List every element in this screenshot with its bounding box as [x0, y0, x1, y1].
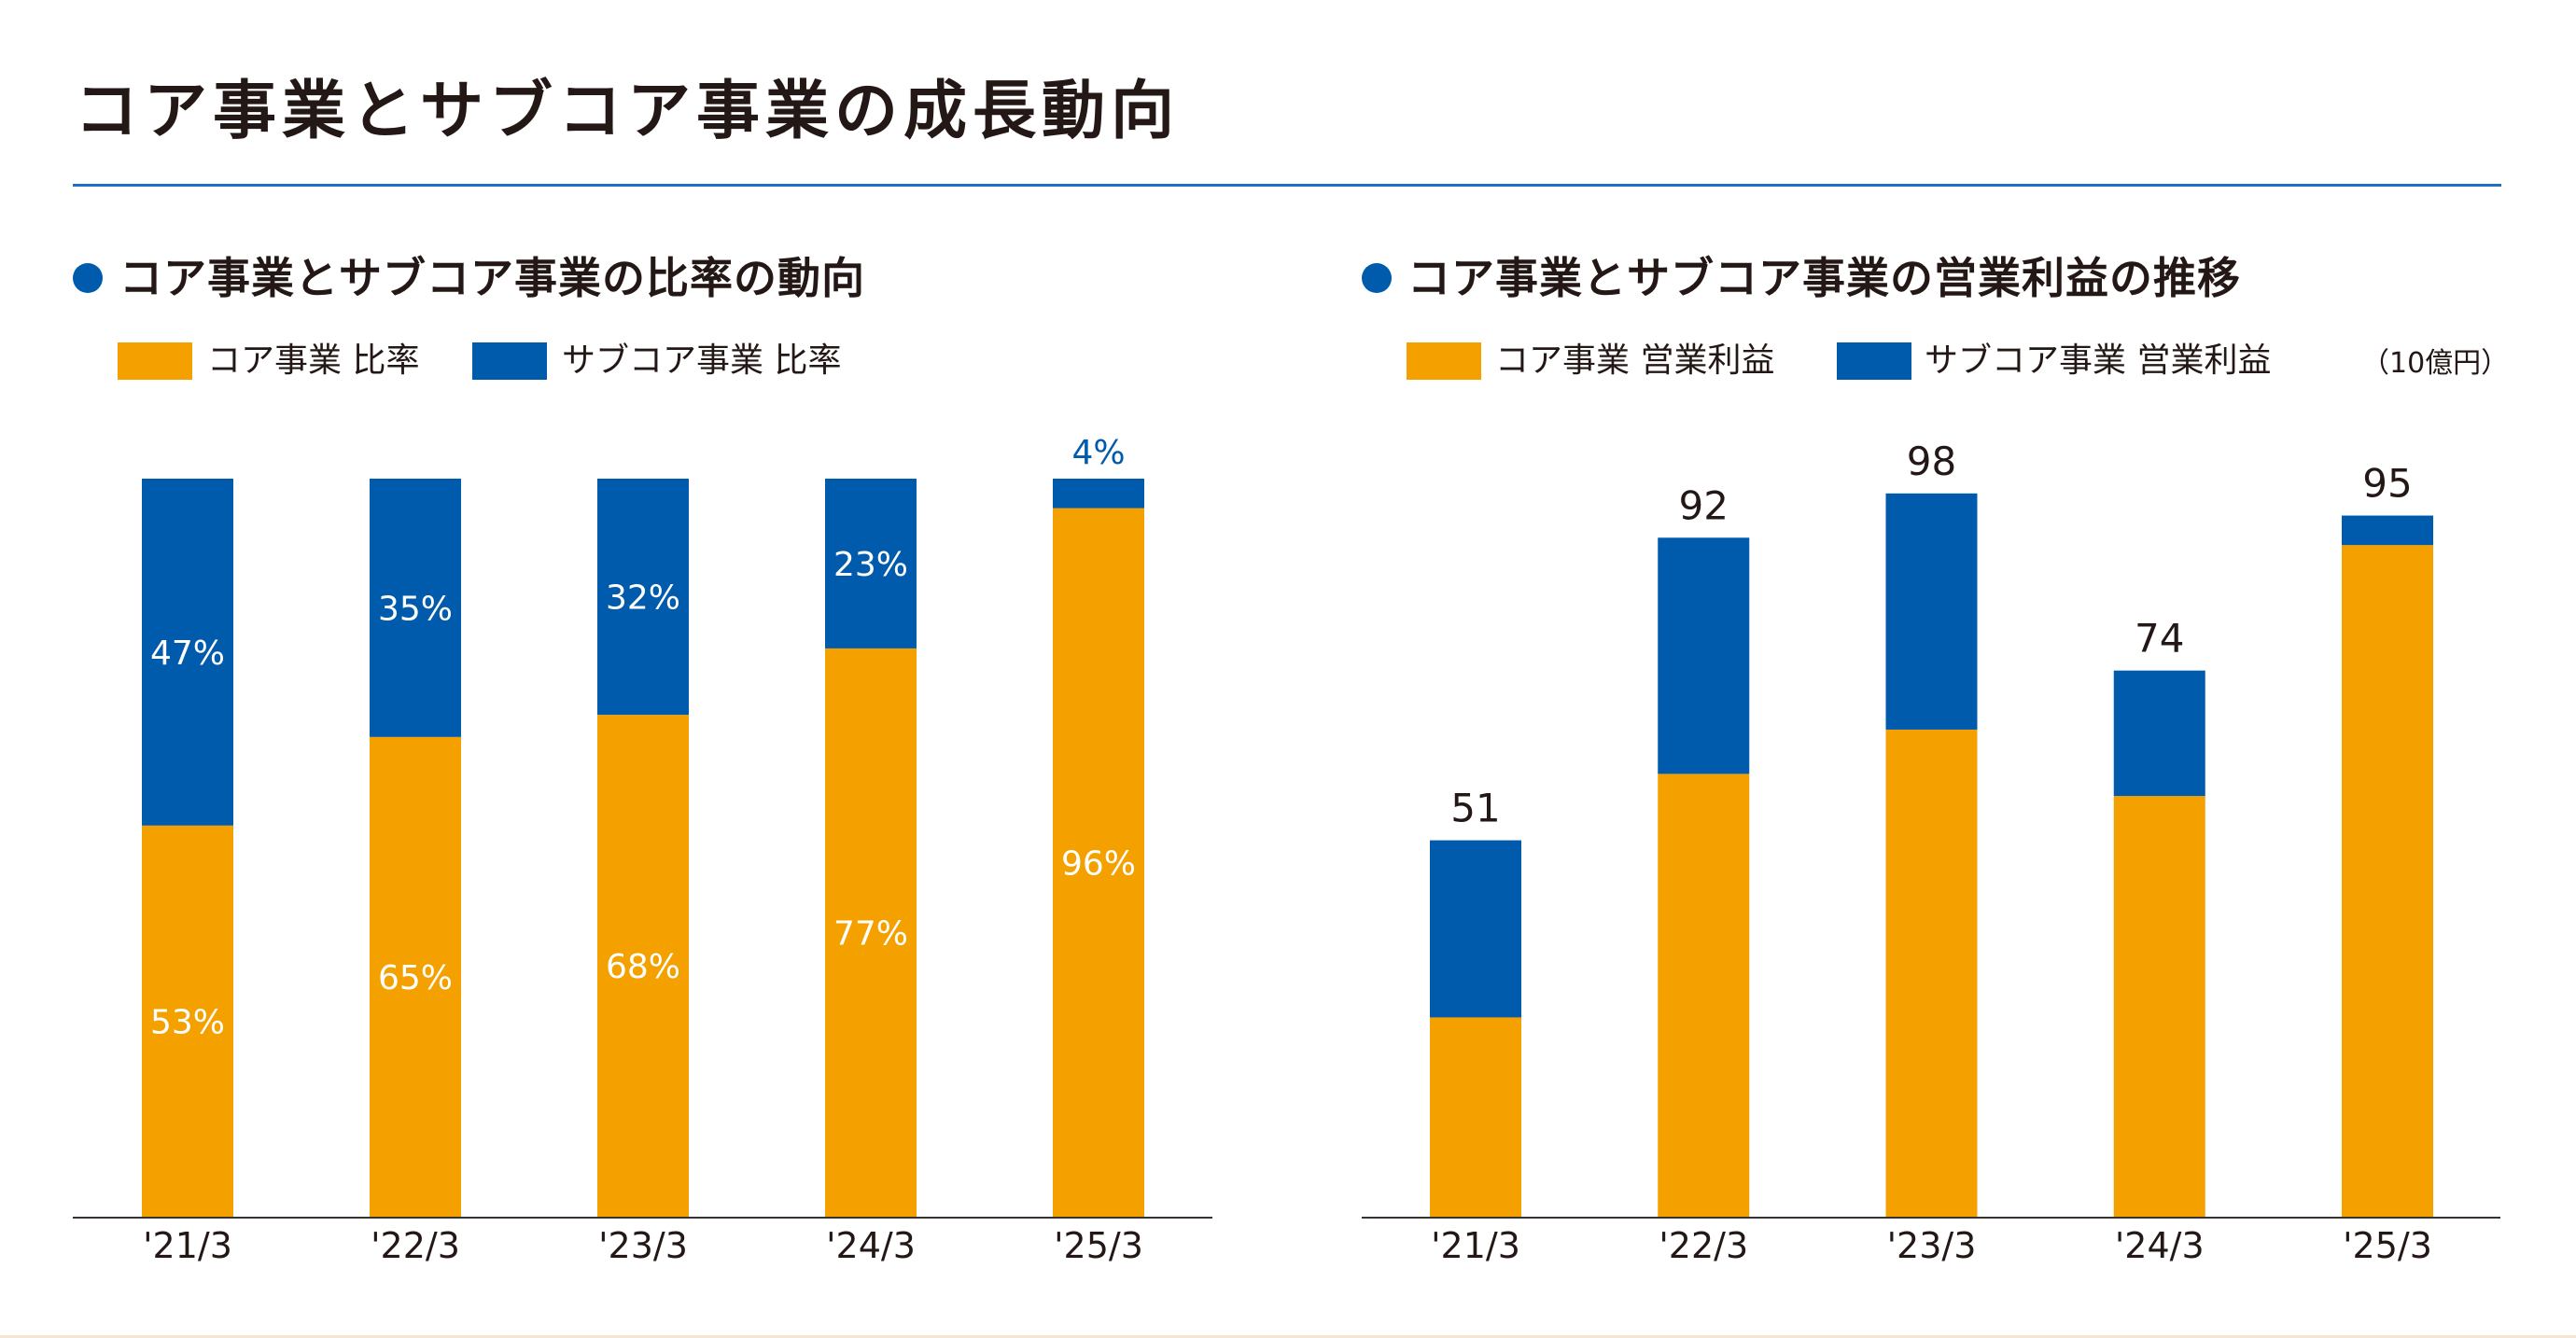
left-chart-title: コア事業とサブコア事業の比率の動向: [119, 253, 865, 303]
x-tick-label: '24/3: [826, 1225, 916, 1266]
bar-subcore: [1430, 840, 1521, 1018]
x-tick-label: '21/3: [143, 1225, 232, 1266]
x-tick-label: '23/3: [598, 1225, 688, 1266]
x-tick-label: '25/3: [1054, 1225, 1143, 1266]
legend-label-subcore-ratio: サブコア事業 比率: [562, 341, 842, 380]
bar-subcore: [370, 479, 461, 737]
legend-swatch-subcore-ratio: [472, 342, 547, 380]
data-label-total: 74: [2135, 616, 2184, 662]
bar-core: [142, 825, 233, 1217]
x-tick-label: '25/3: [2343, 1225, 2432, 1266]
data-label-subcore: 23%: [833, 546, 908, 584]
legend-label-core-profit: コア事業 営業利益: [1495, 341, 1775, 380]
data-label-core: 77%: [833, 914, 908, 953]
x-tick-label: '22/3: [1659, 1225, 1748, 1266]
bar-core: [1430, 1017, 1521, 1217]
bar-core: [1053, 508, 1144, 1217]
bar-core: [825, 648, 917, 1217]
data-label-subcore: 47%: [150, 634, 225, 673]
bar-core: [2113, 796, 2205, 1217]
bar-core: [1885, 729, 1978, 1217]
bar-core: [1658, 774, 1750, 1217]
data-label-core: 68%: [606, 948, 680, 986]
bar-subcore: [1658, 537, 1750, 774]
bar-subcore: [1885, 493, 1978, 730]
bar-subcore: [2113, 670, 2205, 797]
bullet-icon: [1362, 263, 1392, 293]
legend-swatch-core-ratio: [118, 342, 192, 380]
x-tick-label: '23/3: [1887, 1225, 1977, 1266]
bar-subcore: [142, 479, 233, 826]
title-divider: [73, 184, 2501, 187]
data-label-subcore: 4%: [1071, 434, 1125, 472]
bar-core: [370, 736, 461, 1217]
x-tick-label: '21/3: [1431, 1225, 1520, 1266]
bar-subcore: [825, 479, 917, 648]
legend-label-subcore-profit: サブコア事業 営業利益: [1925, 341, 2272, 380]
unit-label: （10億円）: [2361, 347, 2510, 380]
x-tick-label: '22/3: [371, 1225, 460, 1266]
data-label-core: 65%: [378, 959, 453, 997]
data-label-total: 98: [1907, 439, 1956, 484]
bar-subcore: [1053, 479, 1144, 509]
bar-subcore: [597, 479, 689, 716]
legend-label-core-ratio: コア事業 比率: [207, 341, 420, 380]
bar-core: [2342, 545, 2433, 1217]
data-label-subcore: 35%: [378, 590, 453, 628]
data-label-core: 53%: [150, 1003, 225, 1041]
data-label-total: 51: [1450, 786, 1500, 831]
legend-swatch-core-profit: [1407, 342, 1481, 380]
bullet-icon: [73, 263, 103, 293]
data-label-total: 92: [1679, 482, 1729, 528]
bar-subcore: [2342, 515, 2433, 546]
data-label-core: 96%: [1061, 844, 1136, 883]
legend-swatch-subcore-profit: [1837, 342, 1911, 380]
bar-core: [597, 715, 689, 1217]
page-title: コア事業とサブコア事業の成長動向: [75, 75, 1181, 148]
right-chart-title: コア事業とサブコア事業の営業利益の推移: [1407, 253, 2241, 303]
data-label-total: 95: [2362, 461, 2412, 507]
data-label-subcore: 32%: [606, 579, 680, 618]
bottom-strip: [0, 1335, 2576, 1338]
x-tick-label: '24/3: [2115, 1225, 2205, 1266]
